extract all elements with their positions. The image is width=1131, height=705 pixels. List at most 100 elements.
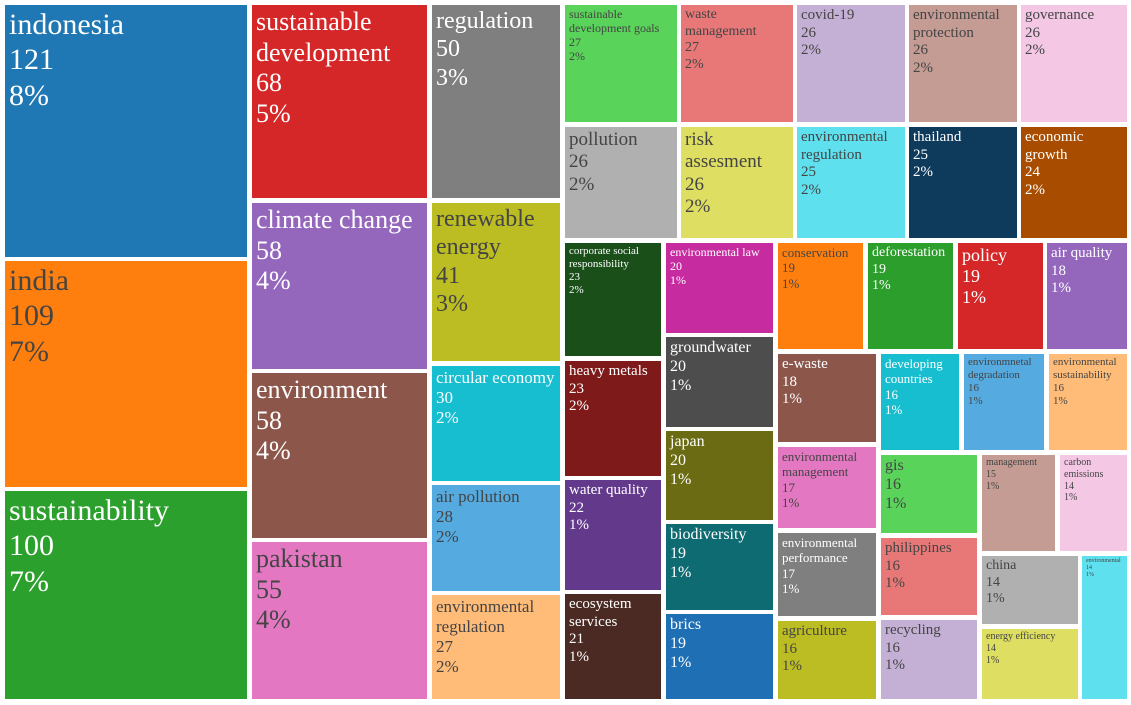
cell-share: 2% bbox=[1025, 182, 1045, 199]
cell-value: 16 bbox=[885, 386, 898, 402]
cell-share: 1% bbox=[782, 580, 800, 596]
cell-label: management bbox=[986, 457, 1038, 468]
treemap-cell: agriculture 16 1% bbox=[778, 621, 876, 699]
treemap-cell: circular economy 30 2% bbox=[432, 366, 560, 481]
cell-value: 19 bbox=[872, 261, 886, 277]
treemap-cell: developing countries 16 1% bbox=[881, 354, 959, 450]
cell-label: japan bbox=[670, 433, 705, 450]
cell-label: philippines bbox=[885, 540, 952, 556]
cell-value: 55 bbox=[256, 574, 282, 604]
cell-label: recycling bbox=[885, 622, 941, 638]
cell-share: 1% bbox=[782, 658, 802, 675]
treemap-cell: environmental management 17 1% bbox=[778, 447, 876, 528]
cell-value: 121 bbox=[9, 43, 54, 77]
cell-label: energy efficiency bbox=[986, 631, 1056, 642]
cell-label: policy bbox=[962, 245, 1007, 265]
cell-value: 20 bbox=[670, 259, 682, 274]
cell-value: 26 bbox=[569, 151, 588, 173]
treemap-cell: environmental sustainability 16 1% bbox=[1049, 354, 1127, 450]
cell-share: 1% bbox=[670, 653, 692, 671]
treemap-cell: economic growth 24 2% bbox=[1021, 127, 1127, 238]
treemap-cell: groundwater 20 1% bbox=[666, 337, 773, 427]
treemap-cell: environmental regulation 27 2% bbox=[432, 595, 560, 699]
cell-label: environmental performance bbox=[782, 535, 858, 566]
cell-value: 20 bbox=[670, 357, 686, 375]
cell-share: 1% bbox=[1064, 492, 1078, 504]
cell-share: 2% bbox=[913, 60, 933, 77]
cell-label: sustainability bbox=[9, 494, 169, 527]
cell-label: ecosystem services bbox=[569, 596, 632, 630]
cell-value: 19 bbox=[962, 266, 980, 287]
treemap-cell: environmnetal degradation 16 1% bbox=[964, 354, 1044, 450]
cell-value: 30 bbox=[436, 388, 453, 408]
treemap-cell: sustainable development goals 27 2% bbox=[565, 5, 677, 122]
cell-share: 1% bbox=[782, 494, 800, 510]
cell-label: carbon emissions bbox=[1064, 457, 1104, 480]
cell-label: china bbox=[986, 558, 1017, 573]
cell-value: 16 bbox=[968, 381, 979, 394]
treemap-cell: brics 19 1% bbox=[666, 614, 773, 699]
treemap-cell: energy efficiency 14 1% bbox=[982, 629, 1078, 699]
cell-label: gis bbox=[885, 457, 904, 474]
cell-label: biodiversity bbox=[670, 526, 747, 543]
treemap-cell: pakistan 55 4% bbox=[252, 542, 427, 699]
cell-share: 5% bbox=[256, 99, 291, 129]
cell-label: environmental management bbox=[782, 449, 858, 480]
cell-share: 4% bbox=[256, 605, 291, 635]
cell-value: 27 bbox=[685, 40, 699, 56]
treemap-cell: air pollution 28 2% bbox=[432, 485, 560, 591]
cell-label: heavy metals bbox=[569, 363, 648, 379]
treemap-cell: japan 20 1% bbox=[666, 431, 773, 520]
cell-share: 2% bbox=[1025, 42, 1045, 59]
cell-label: india bbox=[9, 264, 69, 297]
treemap-cell: governance 26 2% bbox=[1021, 5, 1127, 122]
cell-share: 1% bbox=[569, 649, 589, 666]
cell-value: 18 bbox=[1051, 262, 1066, 279]
cell-value: 16 bbox=[885, 557, 900, 574]
cell-value: 20 bbox=[670, 451, 686, 469]
cell-label: groundwater bbox=[670, 339, 751, 356]
treemap-cell: heavy metals 23 2% bbox=[565, 361, 661, 476]
cell-value: 100 bbox=[9, 529, 54, 563]
treemap-cell: regulation 50 3% bbox=[432, 5, 560, 198]
cell-value: 16 bbox=[885, 639, 900, 656]
cell-share: 1% bbox=[1086, 572, 1094, 579]
cell-share: 1% bbox=[1053, 394, 1068, 407]
cell-value: 25 bbox=[913, 146, 928, 163]
cell-share: 1% bbox=[782, 391, 802, 408]
cell-share: 1% bbox=[872, 278, 891, 294]
cell-share: 1% bbox=[1051, 280, 1071, 297]
cell-value: 17 bbox=[782, 565, 795, 581]
cell-share: 1% bbox=[670, 470, 692, 488]
cell-share: 1% bbox=[986, 591, 1005, 607]
cell-value: 25 bbox=[801, 164, 816, 181]
cell-share: 2% bbox=[436, 408, 459, 428]
cell-share: 1% bbox=[885, 657, 905, 674]
treemap-cell: environmental regulation 25 2% bbox=[797, 127, 905, 238]
cell-label: risk assesment bbox=[685, 129, 763, 173]
cell-label: pollution bbox=[569, 129, 638, 150]
treemap-cell: thailand 25 2% bbox=[909, 127, 1017, 238]
treemap-cell: carbon emissions 14 1% bbox=[1060, 455, 1127, 551]
cell-share: 1% bbox=[986, 480, 1000, 492]
cell-label: governance bbox=[1025, 7, 1095, 23]
cell-share: 1% bbox=[670, 563, 692, 581]
cell-value: 14 bbox=[1086, 565, 1092, 572]
treemap-cell: ecosystem services 21 1% bbox=[565, 594, 661, 699]
cell-label: environmental protection bbox=[913, 7, 1000, 41]
cell-share: 1% bbox=[986, 654, 1000, 666]
cell-label: covid-19 bbox=[801, 7, 855, 23]
cell-value: 26 bbox=[801, 24, 816, 41]
cell-value: 27 bbox=[436, 637, 453, 657]
cell-label: agriculture bbox=[782, 623, 847, 639]
treemap-cell: china 14 1% bbox=[982, 556, 1078, 624]
cell-label: environmnetal degradation bbox=[968, 356, 1032, 381]
cell-label: regulation bbox=[436, 8, 534, 34]
cell-share: 7% bbox=[9, 564, 49, 598]
cell-label: air pollution bbox=[436, 487, 520, 506]
cell-share: 2% bbox=[685, 196, 711, 218]
treemap-cell: corporate social responsibility 23 2% bbox=[565, 243, 661, 356]
cell-share: 1% bbox=[670, 376, 692, 394]
treemap-cell: deforestation 19 1% bbox=[868, 243, 953, 349]
